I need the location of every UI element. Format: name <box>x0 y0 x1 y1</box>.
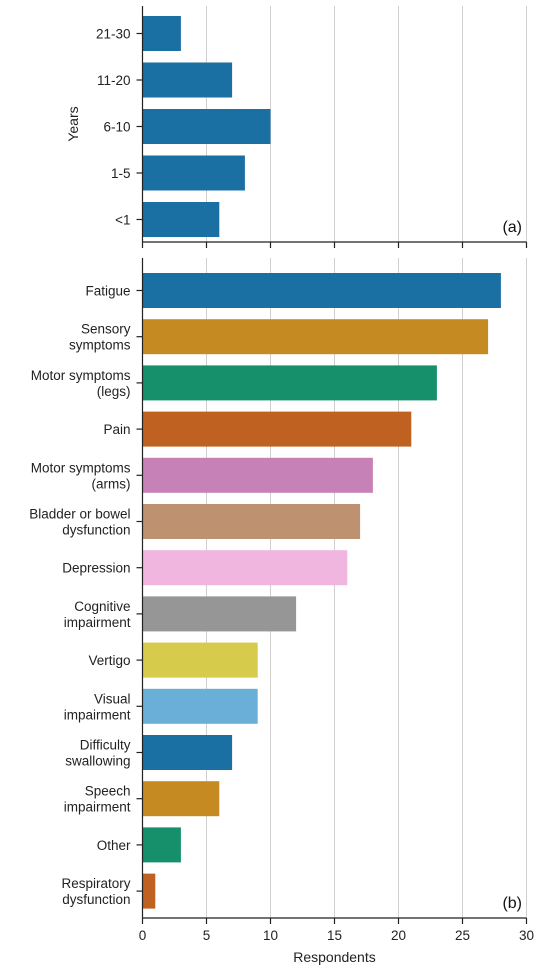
category-label-line: Motor symptoms <box>31 368 131 383</box>
category-label-1-1: Sensory symptoms <box>69 322 131 353</box>
category-label-0-3: 1-5 <box>111 166 131 181</box>
category-label-1-11: Speech impairment <box>64 784 131 815</box>
bar-0-3 <box>142 155 245 191</box>
category-label-0-1: 11-20 <box>97 73 131 88</box>
bar-1-11 <box>142 781 220 817</box>
category-label-1-3: Pain <box>103 422 130 437</box>
category-label-line: 21-30 <box>96 27 131 42</box>
bar-0-1 <box>142 62 233 98</box>
category-label-0-4: <1 <box>115 213 130 228</box>
bar-1-4 <box>142 457 373 493</box>
category-label-1-6: Depression <box>62 561 130 576</box>
category-label-1-5: Bladder or bowel dysfunction <box>29 507 130 538</box>
category-label-1-7: Cognitive impairment <box>64 599 131 630</box>
category-label-line: Other <box>97 838 131 853</box>
category-label-line: dysfunction <box>62 523 130 538</box>
category-label-1-8: Vertigo <box>88 653 130 668</box>
category-label-line: Cognitive <box>74 599 130 614</box>
x-axis-title-1: Respondents <box>293 949 376 965</box>
bar-0-0 <box>142 16 181 51</box>
y-axis-title-0: Years <box>65 106 81 141</box>
panel-label-1: (b) <box>502 895 522 912</box>
bar-1-5 <box>142 504 361 539</box>
category-label-line: 11-20 <box>97 73 131 88</box>
category-label-line: 1-5 <box>111 166 131 181</box>
category-label-line: (arms) <box>92 476 131 491</box>
bar-1-6 <box>142 550 348 586</box>
category-label-line: Motor symptoms <box>31 460 131 475</box>
category-label-1-0: Fatigue <box>85 284 130 299</box>
bar-0-4 <box>142 202 220 237</box>
bar-1-2 <box>142 365 437 401</box>
category-label-line: (legs) <box>97 384 131 399</box>
category-label-line: impairment <box>64 707 131 722</box>
category-label-line: <1 <box>115 213 130 228</box>
category-label-line: Depression <box>62 561 130 576</box>
category-label-line: symptoms <box>69 338 131 353</box>
category-label-line: Sensory <box>81 322 131 337</box>
x-tick-label-1-2: 10 <box>263 928 278 943</box>
category-label-line: Bladder or bowel <box>29 507 130 522</box>
bar-1-13 <box>142 873 156 909</box>
x-tick-label-1-6: 30 <box>519 928 534 943</box>
x-tick-label-1-3: 15 <box>327 928 342 943</box>
bar-1-12 <box>142 827 181 863</box>
category-label-line: Visual <box>94 691 131 706</box>
bar-1-7 <box>142 596 297 632</box>
category-label-1-10: Difficulty swallowing <box>65 738 131 769</box>
bar-1-3 <box>142 411 412 447</box>
category-label-1-2: Motor symptoms (legs) <box>31 368 131 399</box>
category-label-0-0: 21-30 <box>96 27 131 42</box>
x-tick-label-1-0: 0 <box>139 928 147 943</box>
category-label-1-13: Respiratory dysfunction <box>61 876 130 907</box>
category-label-line: 6-10 <box>103 120 130 135</box>
x-tick-label-1-4: 20 <box>391 928 406 943</box>
x-tick-label-1-1: 5 <box>203 928 211 943</box>
category-label-line: Vertigo <box>88 653 130 668</box>
bar-1-0 <box>142 273 501 308</box>
category-label-line: swallowing <box>65 754 130 769</box>
category-label-line: impairment <box>64 800 131 815</box>
category-label-line: Difficulty <box>80 738 131 753</box>
bar-1-10 <box>142 735 233 770</box>
bar-0-2 <box>142 109 271 144</box>
bar-1-8 <box>142 642 258 678</box>
panel-label-0: (a) <box>502 219 522 236</box>
bar-1-9 <box>142 688 258 724</box>
x-tick-label-1-5: 25 <box>455 928 470 943</box>
category-label-line: Respiratory <box>61 876 130 891</box>
category-label-1-9: Visual impairment <box>64 691 131 722</box>
category-label-line: impairment <box>64 615 131 630</box>
category-label-0-2: 6-10 <box>103 120 130 135</box>
bar-1-1 <box>142 319 489 355</box>
category-label-1-4: Motor symptoms (arms) <box>31 460 131 491</box>
category-label-line: Speech <box>85 784 131 799</box>
category-label-line: Fatigue <box>85 284 130 299</box>
category-label-1-12: Other <box>97 838 131 853</box>
category-label-line: dysfunction <box>62 892 130 907</box>
category-label-line: Pain <box>103 422 130 437</box>
